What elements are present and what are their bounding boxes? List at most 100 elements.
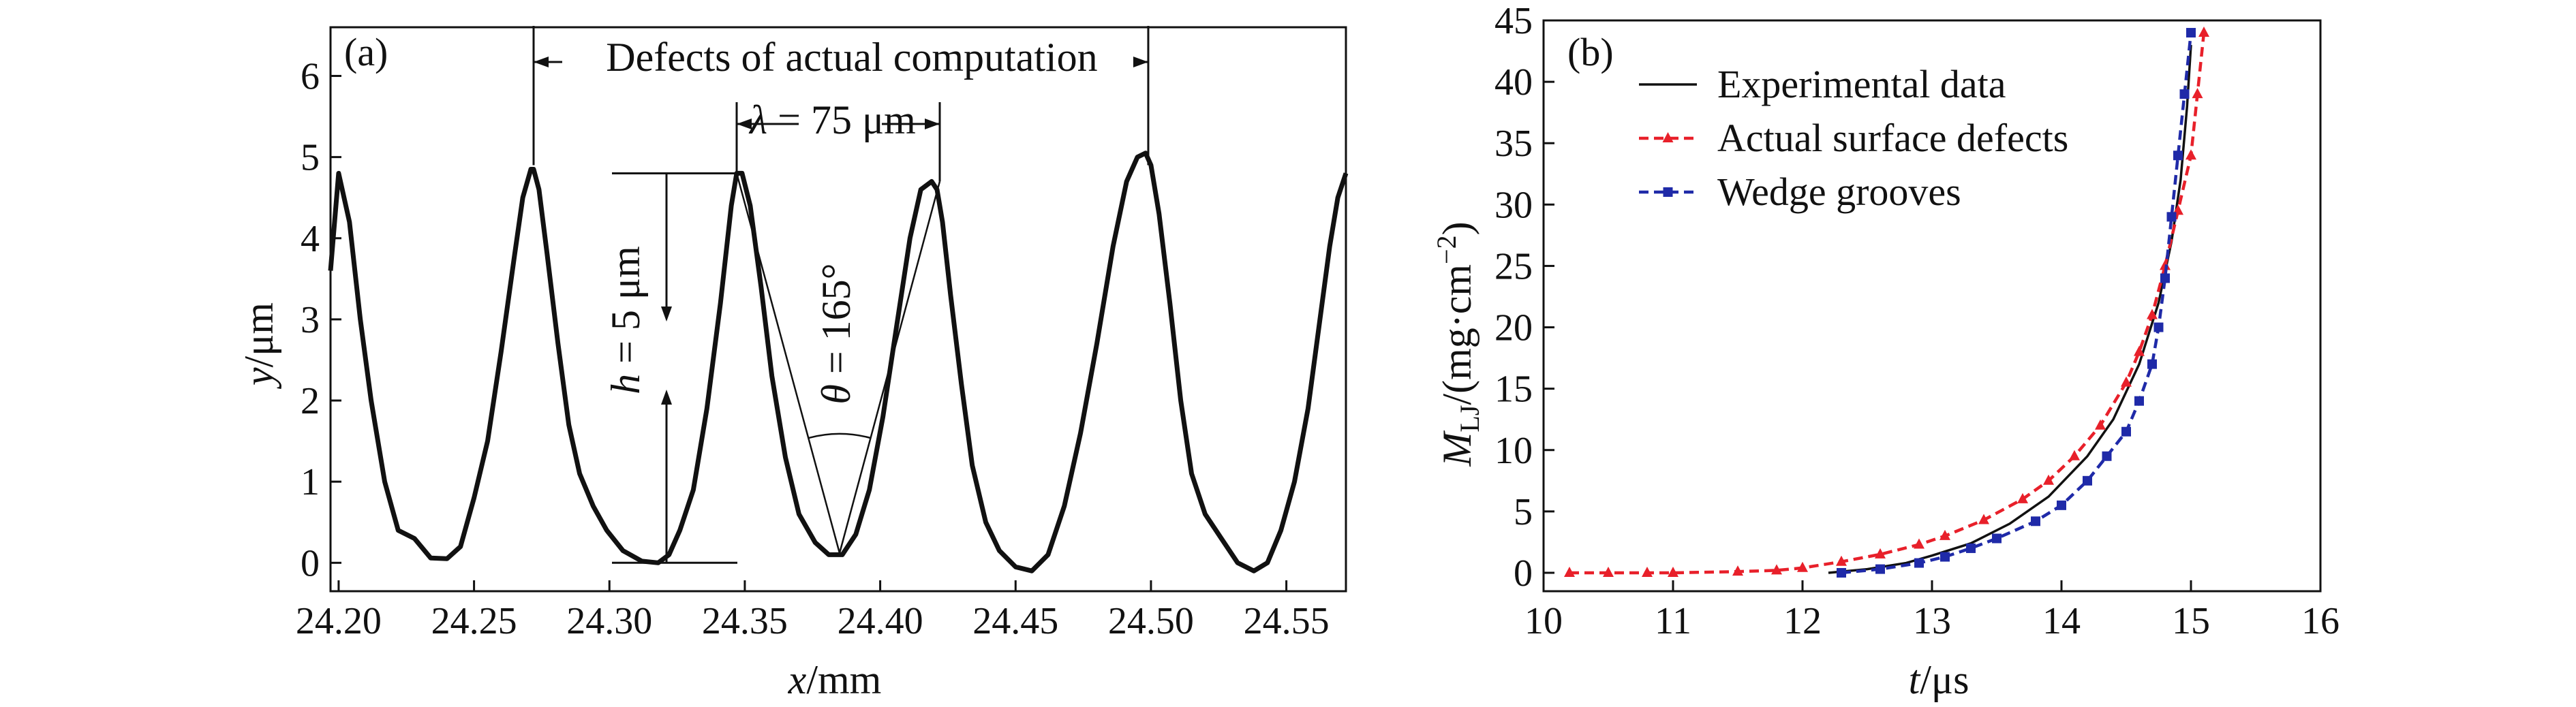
panel-b-y-tick-label: 35 xyxy=(1494,123,1533,165)
panel-a-y-tick-label: 3 xyxy=(301,299,320,341)
theta-angle-arc xyxy=(808,433,871,439)
panel-b-y-tick-label: 25 xyxy=(1494,245,1533,287)
actual-surface-defects-point xyxy=(2095,419,2106,430)
panel-b-x-tick-label: 12 xyxy=(1783,600,1822,642)
actual-surface-defects-point xyxy=(1771,564,1782,575)
wedge-grooves-point xyxy=(1837,567,1846,578)
lambda-value: = 75 μm xyxy=(767,97,916,142)
panel-a-x-axis-label: x/mm xyxy=(788,657,882,702)
wedge-grooves-point xyxy=(2134,396,2144,406)
panel-a-x-tick-label: 24.50 xyxy=(1108,600,1194,642)
panel-b-y-tick-label: 10 xyxy=(1494,430,1533,472)
lambda-arrow-right-head xyxy=(925,119,940,129)
wedge-grooves-point xyxy=(2179,89,2190,99)
panel-b-x-axis-var: t xyxy=(1909,657,1921,702)
panel-a-y-axis-unit: /μm xyxy=(236,302,281,368)
panel-b-series-group xyxy=(1564,27,2209,578)
panel-b-y-tick-label: 15 xyxy=(1494,368,1533,411)
panel-a-plot-frame xyxy=(329,26,1347,593)
panel-a-x-tick-label: 24.45 xyxy=(972,600,1058,642)
wedge-grooves-point xyxy=(2186,28,2196,38)
panel-a-chart: 24.20 24.25 24.30 24.35 24.40 24.45 24.50 24.55… xyxy=(236,26,1349,702)
wedge-grooves-point xyxy=(2121,426,2131,437)
legend-marker-actual-surface-defects xyxy=(1662,132,1674,142)
wedge-grooves-point xyxy=(2166,212,2177,222)
panel-a-x-tick-label: 24.30 xyxy=(566,600,652,642)
h-arrow-top-head xyxy=(661,307,672,321)
wedge-grooves-point xyxy=(1875,564,1885,574)
panel-b-y-tick-label: 45 xyxy=(1494,0,1533,42)
panel-a-y-tick-label: 1 xyxy=(301,461,320,503)
panel-a-x-tick-label: 24.35 xyxy=(702,600,788,642)
panel-a-y-tick-label: 6 xyxy=(301,55,320,97)
panel-b-x-axis-unit: /μs xyxy=(1920,657,1969,702)
actual-surface-defects-line xyxy=(1569,32,2206,575)
panel-b-y-axis-sup: −2 xyxy=(1431,235,1462,264)
panel-b-y-axis-close: ) xyxy=(1435,221,1479,235)
panel-a-y-tick-label: 0 xyxy=(301,542,320,584)
panel-a-y-tick-label: 2 xyxy=(301,380,320,422)
panel-b-y-axis-sub: LJ xyxy=(1454,405,1485,433)
legend-marker-wedge-grooves xyxy=(1663,187,1673,197)
panel-b-x-tick-label: 14 xyxy=(2042,600,2081,642)
panel-b-x-axis-label: t/μs xyxy=(1909,657,1969,702)
lambda-symbol: λ xyxy=(748,97,767,142)
actual-surface-defects-point xyxy=(2043,474,2054,485)
panel-b-chart: 10 11 12 13 14 15 16 0 5 10 15 20 25 30 35 40 45 Experim… xyxy=(1431,0,2340,702)
panel-b-y-tick-label: 0 xyxy=(1514,552,1533,595)
panel-b-x-tick-label: 16 xyxy=(2301,600,2340,642)
wedge-grooves-point xyxy=(1966,543,1976,553)
actual-surface-defects-point xyxy=(1564,566,1575,577)
actual-surface-defects-point xyxy=(1875,548,1886,559)
panel-b-x-tick-label: 11 xyxy=(1655,600,1691,642)
h-arrow-bottom-head xyxy=(661,390,672,405)
theta-symbol: θ xyxy=(814,384,859,404)
actual-surface-defects-point xyxy=(1642,566,1653,577)
lambda-arrow-left-head xyxy=(737,119,752,129)
legend-label-wedge-grooves: Wedge grooves xyxy=(1717,170,1961,214)
defects-annotation-label: Defects of actual computation xyxy=(606,35,1097,80)
wedge-grooves-point xyxy=(2147,359,2157,369)
panel-b-y-axis-var: M xyxy=(1435,430,1479,467)
wedge-grooves-point xyxy=(2083,475,2092,486)
surface-profile-line xyxy=(328,151,1349,574)
h-symbol: h xyxy=(603,374,648,394)
panel-b-plot-frame xyxy=(1542,19,2322,593)
legend-label-experimental-data: Experimental data xyxy=(1717,62,2006,106)
panel-a-y-tick-label: 4 xyxy=(301,218,320,260)
panel-a-label: (a) xyxy=(344,30,388,74)
wedge-grooves-point xyxy=(2031,516,2040,527)
wedge-grooves-point xyxy=(2160,273,2170,283)
panel-b-ticks: 10 11 12 13 14 15 16 0 5 10 15 20 25 30 35 40 45 xyxy=(1494,0,2340,642)
actual-surface-defects-point xyxy=(1978,514,1989,524)
panel-a-x-tick-label: 24.55 xyxy=(1244,600,1330,642)
actual-surface-defects-point xyxy=(2134,345,2145,356)
actual-surface-defects-point xyxy=(2192,88,2203,99)
panel-b-x-tick-label: 15 xyxy=(2172,600,2210,642)
wedge-grooves-point xyxy=(2173,151,2183,161)
wedge-grooves-point xyxy=(1992,533,2002,544)
panel-a-y-tick-label: 5 xyxy=(301,137,320,179)
panel-a-y-axis-label: y/μm xyxy=(236,302,281,390)
actual-surface-defects-point xyxy=(1603,566,1614,577)
wedge-line-right xyxy=(838,181,941,554)
actual-surface-defects-point xyxy=(1732,565,1743,576)
h-annotation-label: h = 5 μm xyxy=(603,246,648,394)
panel-b-y-tick-label: 40 xyxy=(1494,61,1533,104)
panel-b-label: (b) xyxy=(1567,30,1614,74)
theta-value: = 165° xyxy=(814,263,859,384)
defect-arrow-left-head xyxy=(534,57,549,67)
actual-surface-defects-point xyxy=(1797,561,1808,572)
wedge-grooves-point xyxy=(2102,451,2112,461)
actual-surface-defects-point xyxy=(2147,309,2158,319)
panel-a-x-tick-label: 24.40 xyxy=(838,600,923,642)
wedge-grooves-line xyxy=(1841,32,2193,575)
panel-a-x-axis-var: x xyxy=(788,657,807,702)
panel-a-annotations xyxy=(532,26,1150,564)
panel-b-y-axis-unit: /(mg·cm xyxy=(1435,264,1479,405)
actual-surface-defects-point xyxy=(2186,149,2196,160)
wedge-line-left xyxy=(735,173,841,554)
actual-surface-defects-point xyxy=(2017,492,2028,503)
legend-label-actual-surface-defects: Actual surface defects xyxy=(1717,116,2068,160)
wedge-grooves-point xyxy=(2057,500,2066,510)
